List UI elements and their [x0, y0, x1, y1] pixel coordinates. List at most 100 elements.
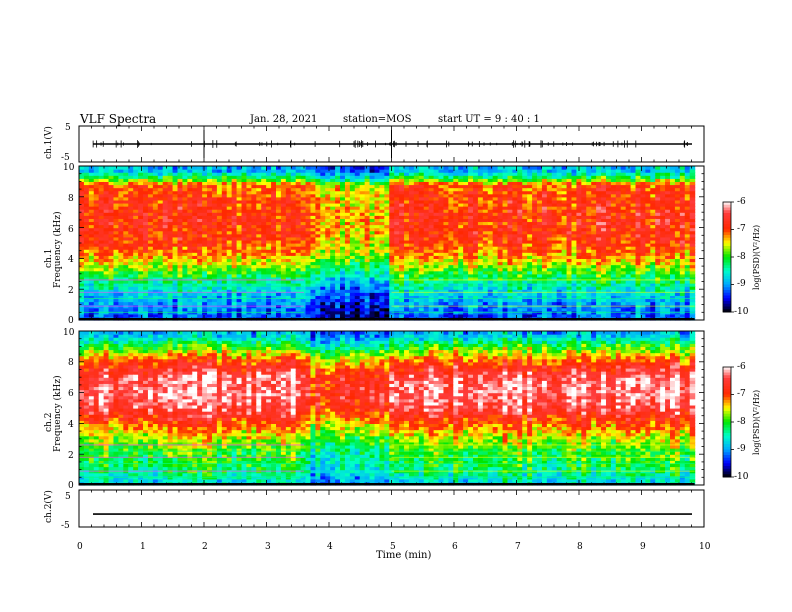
- spectrogram-cell: [300, 276, 307, 281]
- spectrogram-cell: [187, 276, 193, 281]
- spectrogram-cell: [143, 295, 149, 300]
- spectrogram-cell: [143, 212, 149, 216]
- spectrogram-cell: [138, 233, 144, 238]
- spectrogram-cell: [320, 261, 326, 266]
- spectrogram-cell: [285, 264, 292, 269]
- spectrogram-cell: [290, 233, 297, 238]
- spectrogram-cell: [98, 233, 105, 238]
- spectrogram-cell: [207, 255, 213, 259]
- spectrogram-cell: [202, 221, 208, 226]
- spectrogram-cell: [211, 215, 218, 219]
- spectrogram-cell: [482, 166, 489, 170]
- spectrogram-cell: [320, 276, 326, 281]
- spectrogram-cell: [118, 307, 124, 312]
- spectrogram-cell: [285, 218, 292, 223]
- spectrogram-cell: [147, 224, 154, 229]
- spectrogram-cell: [226, 289, 233, 293]
- spectrogram-cell: [266, 221, 272, 226]
- spectrogram-cell: [320, 169, 326, 173]
- spectrogram-cell: [271, 301, 277, 306]
- spectrogram-cell: [88, 243, 95, 247]
- spectrogram-cell: [152, 313, 159, 318]
- spectrogram-cell: [152, 221, 159, 226]
- spectrogram-cell: [310, 289, 316, 293]
- spectrogram-cell: [88, 233, 95, 238]
- spectrogram-cell: [207, 215, 213, 219]
- spectrogram-cell: [177, 172, 184, 176]
- spectrogram-cell: [93, 264, 100, 269]
- spectrogram-cell: [202, 169, 208, 173]
- spectrogram-cell: [517, 166, 523, 170]
- spectrogram-cell: [305, 181, 312, 186]
- spectrogram-cell: [349, 166, 356, 170]
- spectrogram-cell: [79, 301, 85, 306]
- spectrogram-cell: [143, 313, 149, 318]
- spectrogram-cell: [285, 224, 292, 229]
- spectrogram-cell: [103, 301, 110, 306]
- spectrogram-cell: [88, 258, 95, 263]
- spectrogram-cell: [320, 301, 326, 306]
- spectrogram-cell: [133, 239, 139, 244]
- spectrogram-cell: [83, 184, 90, 189]
- spectrogram-cell: [310, 249, 316, 253]
- spectrogram-cell: [285, 286, 292, 290]
- spectrogram-cell: [98, 301, 105, 306]
- spectrogram-cell: [83, 209, 90, 213]
- spectrogram-cell: [103, 227, 110, 232]
- spectrogram-cell: [261, 270, 267, 275]
- spectrogram-cell: [285, 289, 292, 293]
- spectrogram-cell: [123, 295, 129, 300]
- spectrogram-cell: [197, 199, 203, 204]
- spectrogram-cell: [177, 178, 184, 182]
- spectrogram-cell: [123, 190, 129, 195]
- spectrogram-cell: [295, 206, 302, 210]
- spectrogram-cell: [256, 187, 262, 192]
- spectrogram-cell: [320, 273, 326, 278]
- spectrogram-cell: [167, 215, 174, 219]
- spectrogram-cell: [123, 313, 129, 318]
- spectrogram-cell: [133, 166, 139, 170]
- spectrogram-cell: [305, 243, 312, 247]
- spectrogram-cell: [266, 233, 272, 238]
- spectrogram-cell: [207, 273, 213, 278]
- spectrogram-cell: [226, 298, 233, 303]
- spectrogram-cell: [113, 273, 119, 278]
- spectrogram-cell: [280, 181, 287, 186]
- spectrogram-cell: [103, 252, 110, 256]
- spectrogram-cell: [98, 313, 105, 318]
- spectrogram-cell: [98, 267, 105, 272]
- spectrogram-cell: [202, 172, 208, 176]
- spectrogram-cell: [295, 283, 302, 287]
- spectrogram-cell: [241, 249, 248, 253]
- spectrogram-cell: [315, 236, 321, 241]
- spectrogram-cell: [315, 212, 321, 216]
- spectrogram-cell: [143, 270, 149, 275]
- spectrogram-cell: [147, 313, 154, 318]
- spectrogram-cell: [241, 206, 248, 210]
- spectrogram-cell: [305, 230, 312, 235]
- spectrogram-cell: [246, 202, 252, 207]
- spectrogram-cell: [113, 209, 119, 213]
- spectrogram-cell: [251, 215, 257, 219]
- spectrogram-cell: [167, 209, 174, 213]
- spectrogram-cell: [123, 261, 129, 266]
- spectrogram-cell: [236, 166, 243, 170]
- spectrogram-cell: [187, 233, 193, 238]
- spectrogram-cell: [187, 255, 193, 259]
- spectrogram-cell: [172, 292, 179, 296]
- spectrogram-cell: [187, 239, 193, 244]
- spectrogram-cell: [133, 169, 139, 173]
- spectrogram-cell: [172, 193, 179, 198]
- spectrogram-cell: [147, 190, 154, 195]
- spectrogram-cell: [162, 307, 169, 312]
- spectrogram-cell: [290, 255, 297, 259]
- spectrogram-cell: [152, 270, 159, 275]
- spectrogram-cell: [216, 249, 223, 253]
- spectrogram-cell: [113, 295, 119, 300]
- spectrogram-cell: [320, 166, 326, 170]
- spectrogram-cell: [202, 279, 208, 284]
- spectrogram-cell: [236, 196, 243, 201]
- spectrogram-cell: [207, 227, 213, 232]
- spectrogram-cell: [93, 175, 100, 179]
- spectrogram-cell: [162, 187, 169, 192]
